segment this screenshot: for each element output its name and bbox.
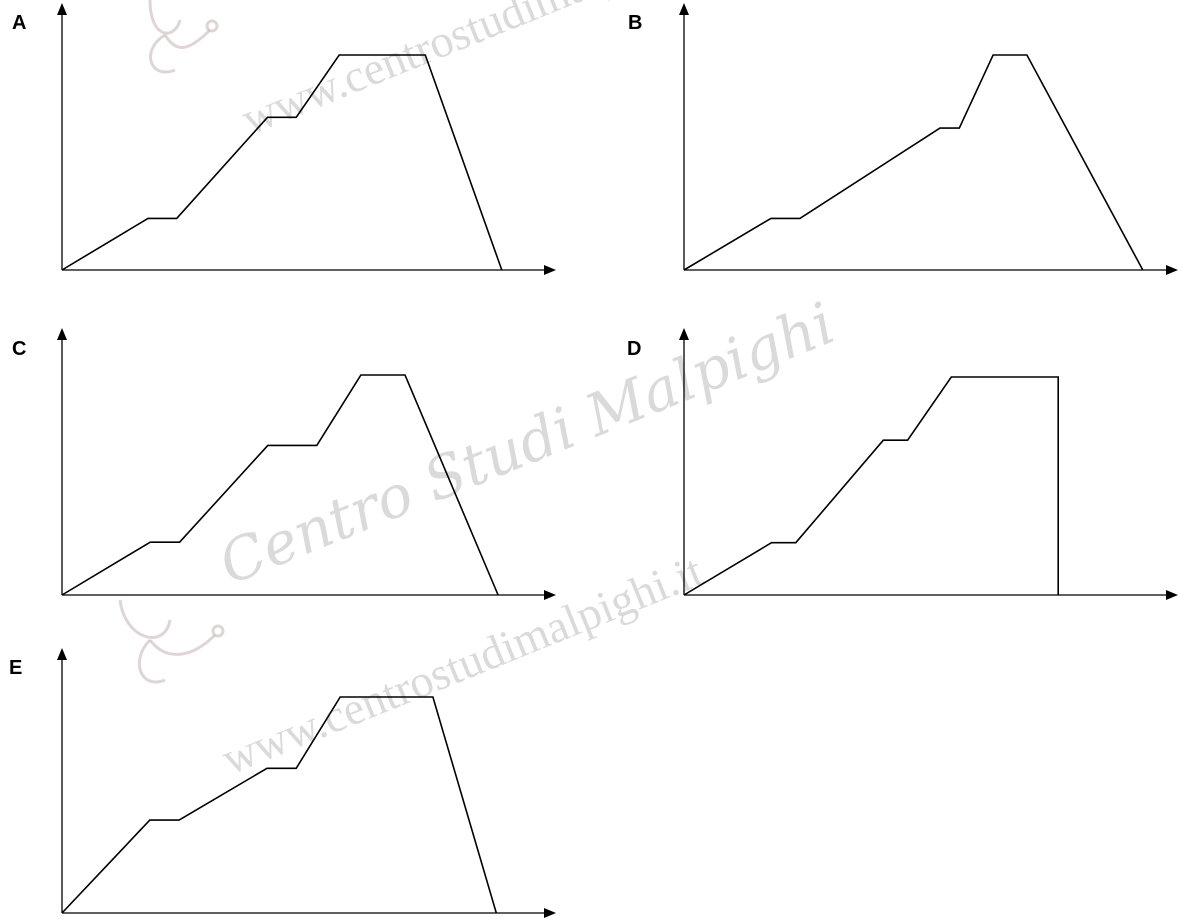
- x-axis-arrow-icon: [544, 590, 556, 600]
- x-axis-arrow-icon: [1166, 265, 1178, 275]
- stethoscope-logo-icon: [150, 0, 217, 72]
- y-axis-arrow-icon: [679, 3, 689, 15]
- chart-panel-b: B: [628, 3, 1178, 275]
- stethoscope-logo-icon-lower: [120, 600, 223, 682]
- watermark-url-middle: www.centrostudimalpighi.it: [215, 545, 710, 785]
- watermark: www.centrostudimalpighi.it www.centrostu…: [120, 0, 844, 784]
- watermark-script: Centro Studi Malpighi: [210, 289, 844, 598]
- data-line-d: [684, 377, 1058, 595]
- chart-panel-e: E: [9, 648, 556, 918]
- x-axis-arrow-icon: [544, 265, 556, 275]
- y-axis-arrow-icon: [57, 3, 67, 15]
- y-axis-arrow-icon: [57, 648, 67, 660]
- panel-letter-e: E: [9, 657, 22, 679]
- panel-letter-c: C: [12, 338, 26, 360]
- panel-letter-d: D: [627, 338, 641, 360]
- data-line-b: [684, 55, 1143, 270]
- x-axis-arrow-icon: [1166, 590, 1178, 600]
- watermark-url-top: www.centrostudimalpighi.it: [235, 0, 730, 144]
- panel-letter-a: A: [12, 12, 26, 34]
- panel-letter-b: B: [628, 12, 642, 34]
- y-axis-arrow-icon: [57, 328, 67, 340]
- y-axis-arrow-icon: [679, 328, 689, 340]
- x-axis-arrow-icon: [544, 908, 556, 918]
